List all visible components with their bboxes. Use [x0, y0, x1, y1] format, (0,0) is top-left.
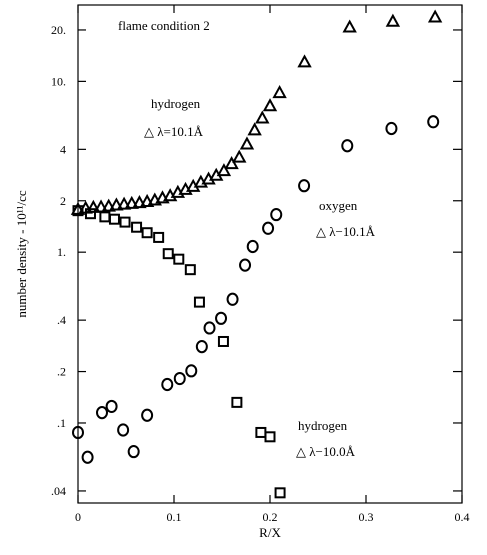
hydrogen-10-1-point [262, 98, 278, 112]
oxygen-point [141, 408, 154, 422]
marks-layer [70, 9, 443, 499]
hydrogen-10-0-point [153, 231, 165, 243]
hydrogen-10-0-point [108, 213, 120, 225]
hydrogen-10-1-label: hydrogen [151, 96, 201, 111]
oxygen-point [427, 115, 440, 129]
oxygen-point [105, 399, 118, 414]
hydrogen-10-1-point [216, 163, 232, 177]
oxygen-point [262, 221, 275, 235]
hydrogen-10-1-point [297, 54, 312, 68]
oxygen-point [96, 406, 108, 420]
y-tick-label: 1. [57, 245, 66, 259]
hydrogen-10-0-point [255, 426, 267, 438]
x-tick-label: 0 [75, 510, 81, 524]
y-tick-label: .2 [57, 365, 66, 379]
oxygen-point [270, 207, 283, 222]
oxygen-point [161, 377, 174, 392]
oxygen-point [215, 311, 228, 325]
hydrogen-10-0-point [274, 487, 286, 499]
oxygen-lambda: △ λ−10.1Å [316, 224, 376, 239]
y-tick-label: .1 [57, 416, 66, 430]
hydrogen-10-1-point [342, 19, 357, 33]
oxygen-point [127, 444, 140, 459]
hydrogen-10-1-point [86, 199, 101, 213]
x-axis-label: R/X [259, 525, 281, 540]
hydrogen-10-1-point [116, 196, 132, 210]
oxygen-point [385, 121, 398, 136]
oxygen-point [185, 364, 198, 378]
y-axis-label: number density - 10¹¹/cc [14, 190, 29, 318]
hydrogen-10-1-point [101, 198, 116, 212]
hydrogen-10-1-point [224, 156, 239, 170]
y-tick-label: 4 [60, 142, 66, 156]
hydrogen-10-1-point [139, 193, 155, 208]
hydrogen-10-0-label: hydrogen [298, 418, 348, 433]
y-tick-label: 10. [51, 74, 66, 88]
hydrogen-10-0-point [131, 221, 143, 233]
x-tick-label: 0.2 [263, 510, 278, 524]
y-tick-label: .04 [51, 484, 66, 498]
hydrogen-10-0-point [217, 335, 229, 347]
hydrogen-10-1-point [427, 9, 443, 23]
annotations-layer: flame condition 2 hydrogen △ λ=10.1Å oxy… [14, 18, 376, 540]
ticks-layer: 0 0.1 0.2 0.3 0.4 .04 .1 .2 .4 1. 2 4 10. 20. [51, 5, 470, 524]
oxygen-point [195, 340, 208, 354]
hydrogen-10-0-point [72, 205, 84, 217]
x-tick-label: 0.1 [167, 510, 182, 524]
hydrogen-10-0-point [264, 431, 276, 443]
hydrogen-10-0-point [184, 264, 196, 276]
hydrogen-10-0-point [141, 227, 153, 239]
hydrogen-10-1-point [255, 110, 270, 124]
hydrogen-10-1-lambda: △ λ=10.1Å [144, 124, 204, 139]
hydrogen-10-1-point [109, 197, 124, 211]
hydrogen-10-0-point [119, 216, 131, 228]
hydrogen-10-0-point [84, 208, 96, 220]
oxygen-point [117, 423, 130, 437]
y-tick-label: 20. [51, 23, 66, 37]
hydrogen-10-0-point [162, 248, 174, 260]
oxygen-point [298, 179, 311, 193]
hydrogen-10-0-point [173, 253, 185, 265]
oxygen-point [203, 321, 216, 335]
x-tick-label: 0.3 [359, 510, 374, 524]
oxygen-point [226, 292, 239, 306]
hydrogen-10-0-lambda: △ λ−10.0Å [296, 444, 356, 459]
hydrogen-10-1-point [124, 195, 139, 209]
oxygen-point [81, 450, 94, 464]
oxygen-point [173, 371, 186, 386]
hydrogen-10-0-point [193, 296, 205, 308]
oxygen-point [341, 139, 354, 153]
oxygen-point [239, 258, 252, 272]
hydrogen-10-0-point [231, 396, 243, 408]
oxygen-label: oxygen [319, 198, 358, 213]
x-tick-label: 0.4 [455, 510, 470, 524]
hydrogen-10-1-point [132, 195, 147, 209]
hydrogen-10-1-point [272, 84, 287, 99]
hydrogen-10-1-point [247, 122, 262, 136]
chart-title: flame condition 2 [118, 18, 210, 33]
y-tick-label: .4 [57, 313, 66, 327]
hydrogen-10-0-point [99, 211, 111, 223]
hydrogen-10-1-point [232, 149, 247, 163]
hydrogen-10-1-point [239, 136, 255, 150]
hydrogen-10-1-point [70, 201, 86, 215]
hydrogen-10-1-point [385, 13, 401, 27]
plot-frame [77, 4, 463, 504]
oxygen-point [72, 425, 84, 440]
oxygen-point [246, 239, 259, 254]
y-tick-label: 2 [60, 194, 66, 208]
